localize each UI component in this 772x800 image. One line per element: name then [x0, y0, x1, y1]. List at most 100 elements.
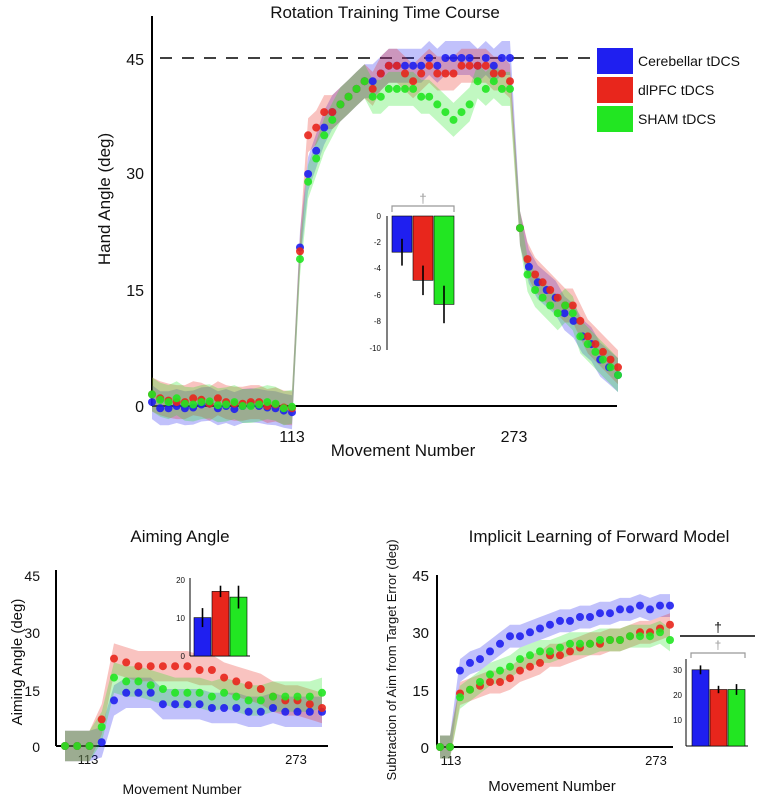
- main-x-tick-113: 113: [279, 429, 305, 446]
- main-point-sham: [197, 398, 206, 407]
- main-bands: [152, 41, 618, 430]
- impl-inset-tick-30: 30: [673, 666, 682, 675]
- impl-point-sham: [436, 743, 444, 751]
- main-y-tick-0: 0: [135, 399, 144, 416]
- impl-point-sham: [526, 651, 534, 660]
- aim-point-cerebellar: [269, 704, 277, 712]
- main-point-sham: [576, 332, 585, 341]
- main-point-sham: [352, 84, 361, 93]
- aim-inset-tick-0: 0: [181, 652, 186, 661]
- aim-point-dlpfc: [146, 662, 155, 671]
- main-point-dlpfc: [553, 293, 562, 302]
- main-point-sham: [238, 402, 247, 410]
- main-point-sham: [409, 84, 418, 93]
- main-y-tick-30: 30: [126, 166, 144, 183]
- aim-point-sham: [305, 692, 314, 701]
- impl-point-cerebellar: [636, 601, 644, 610]
- main-point-sham: [336, 100, 345, 109]
- main-point-sham: [156, 395, 165, 404]
- impl-y-tick-45: 45: [412, 568, 429, 585]
- main-point-dlpfc: [606, 355, 615, 364]
- main-point-dlpfc: [376, 69, 385, 78]
- main-inset-tick-0: 0: [377, 212, 382, 221]
- main-inset-tick-4: -4: [374, 264, 382, 273]
- impl-x-label: Movement Number: [488, 778, 616, 795]
- aim-point-sham: [146, 681, 155, 690]
- main-point-dlpfc: [473, 61, 482, 70]
- aim-point-sham: [244, 696, 253, 705]
- main-point-dlpfc: [465, 61, 474, 70]
- main-point-dlpfc: [384, 61, 393, 70]
- aim-point-dlpfc: [171, 662, 180, 671]
- main-point-dlpfc: [531, 270, 540, 279]
- aim-point-sham: [232, 692, 241, 701]
- main-point-sham: [368, 92, 377, 101]
- main-point-sham: [180, 399, 189, 408]
- main-point-cerebellar: [481, 54, 490, 62]
- aim-point-sham: [134, 677, 143, 686]
- aim-point-cerebellar: [256, 707, 265, 716]
- main-point-dlpfc: [304, 131, 313, 140]
- main-point-dlpfc: [312, 123, 321, 132]
- impl-point-sham: [456, 693, 464, 702]
- impl-point-cerebellar: [646, 605, 654, 614]
- aim-point-cerebellar: [305, 707, 314, 716]
- aim-point-dlpfc: [122, 658, 131, 667]
- aim-point-dlpfc: [305, 700, 314, 709]
- main-point-sham: [553, 309, 562, 318]
- aim-point-cerebellar: [171, 700, 180, 709]
- impl-y-label: Subtraction of Aim from Target Error (de…: [384, 539, 399, 780]
- main-point-sham: [614, 371, 622, 380]
- impl-point-cerebellar: [546, 620, 554, 629]
- impl-band-cerebellar: [440, 594, 670, 759]
- main-inset-bars: [391, 215, 455, 324]
- impl-band-dlpfc: [440, 613, 670, 759]
- aim-point-sham: [318, 688, 326, 697]
- impl-y-tick-30: 30: [412, 625, 429, 642]
- impl-point-cerebellar: [616, 605, 624, 614]
- main-point-sham: [568, 309, 577, 318]
- aim-y-tick-15: 15: [24, 683, 40, 699]
- aim-point-sham: [195, 688, 204, 697]
- impl-point-cerebellar: [586, 613, 594, 621]
- main-point-cerebellar: [560, 309, 569, 318]
- aim-point-dlpfc: [110, 654, 118, 663]
- aim-point-dlpfc: [220, 673, 229, 682]
- main-point-cerebellar: [457, 54, 466, 62]
- aim-inset-bars: [193, 585, 248, 657]
- main-inset-tick-6: -6: [374, 291, 382, 300]
- main-point-sham: [441, 108, 450, 117]
- main-point-sham: [288, 402, 296, 411]
- impl-point-sham: [446, 743, 454, 751]
- legend: Cerebellar tDCS dlPFC tDCS SHAM tDCS: [597, 48, 740, 132]
- aim-point-cerebellar: [97, 738, 106, 747]
- main-point-sham: [392, 84, 401, 93]
- impl-point-dlpfc: [536, 658, 544, 667]
- impl-inset-dagger-top: †: [714, 619, 722, 635]
- aim-point-dlpfc: [256, 685, 265, 693]
- impl-point-cerebellar: [466, 658, 474, 667]
- main-point-cerebellar: [312, 146, 321, 155]
- main-point-dlpfc: [576, 316, 585, 325]
- main-inset-tick-10: -10: [369, 344, 381, 353]
- aim-point-cerebellar: [195, 700, 204, 709]
- aim-point-sham: [122, 677, 131, 686]
- main-point-dlpfc: [213, 394, 222, 403]
- impl-point-dlpfc: [516, 666, 524, 675]
- impl-point-dlpfc: [506, 674, 514, 683]
- aim-point-cerebellar: [134, 688, 143, 697]
- main-point-cerebellar: [164, 404, 173, 413]
- impl-panel: Implicit Learning of Forward Model 45 30…: [384, 527, 755, 795]
- main-y-label: Hand Angle (deg): [95, 133, 114, 265]
- main-point-cerebellar: [465, 54, 474, 62]
- main-point-sham: [344, 92, 353, 101]
- aim-point-sham: [61, 742, 69, 750]
- legend-label-dlpfc: dlPFC tDCS: [638, 82, 714, 98]
- legend-label-sham: SHAM tDCS: [638, 111, 716, 127]
- impl-inset-tick-20: 20: [673, 691, 682, 700]
- main-x-tick-273: 273: [501, 429, 528, 446]
- main-point-sham: [523, 270, 532, 279]
- impl-point-dlpfc: [666, 620, 674, 629]
- aim-y-tick-45: 45: [24, 568, 40, 584]
